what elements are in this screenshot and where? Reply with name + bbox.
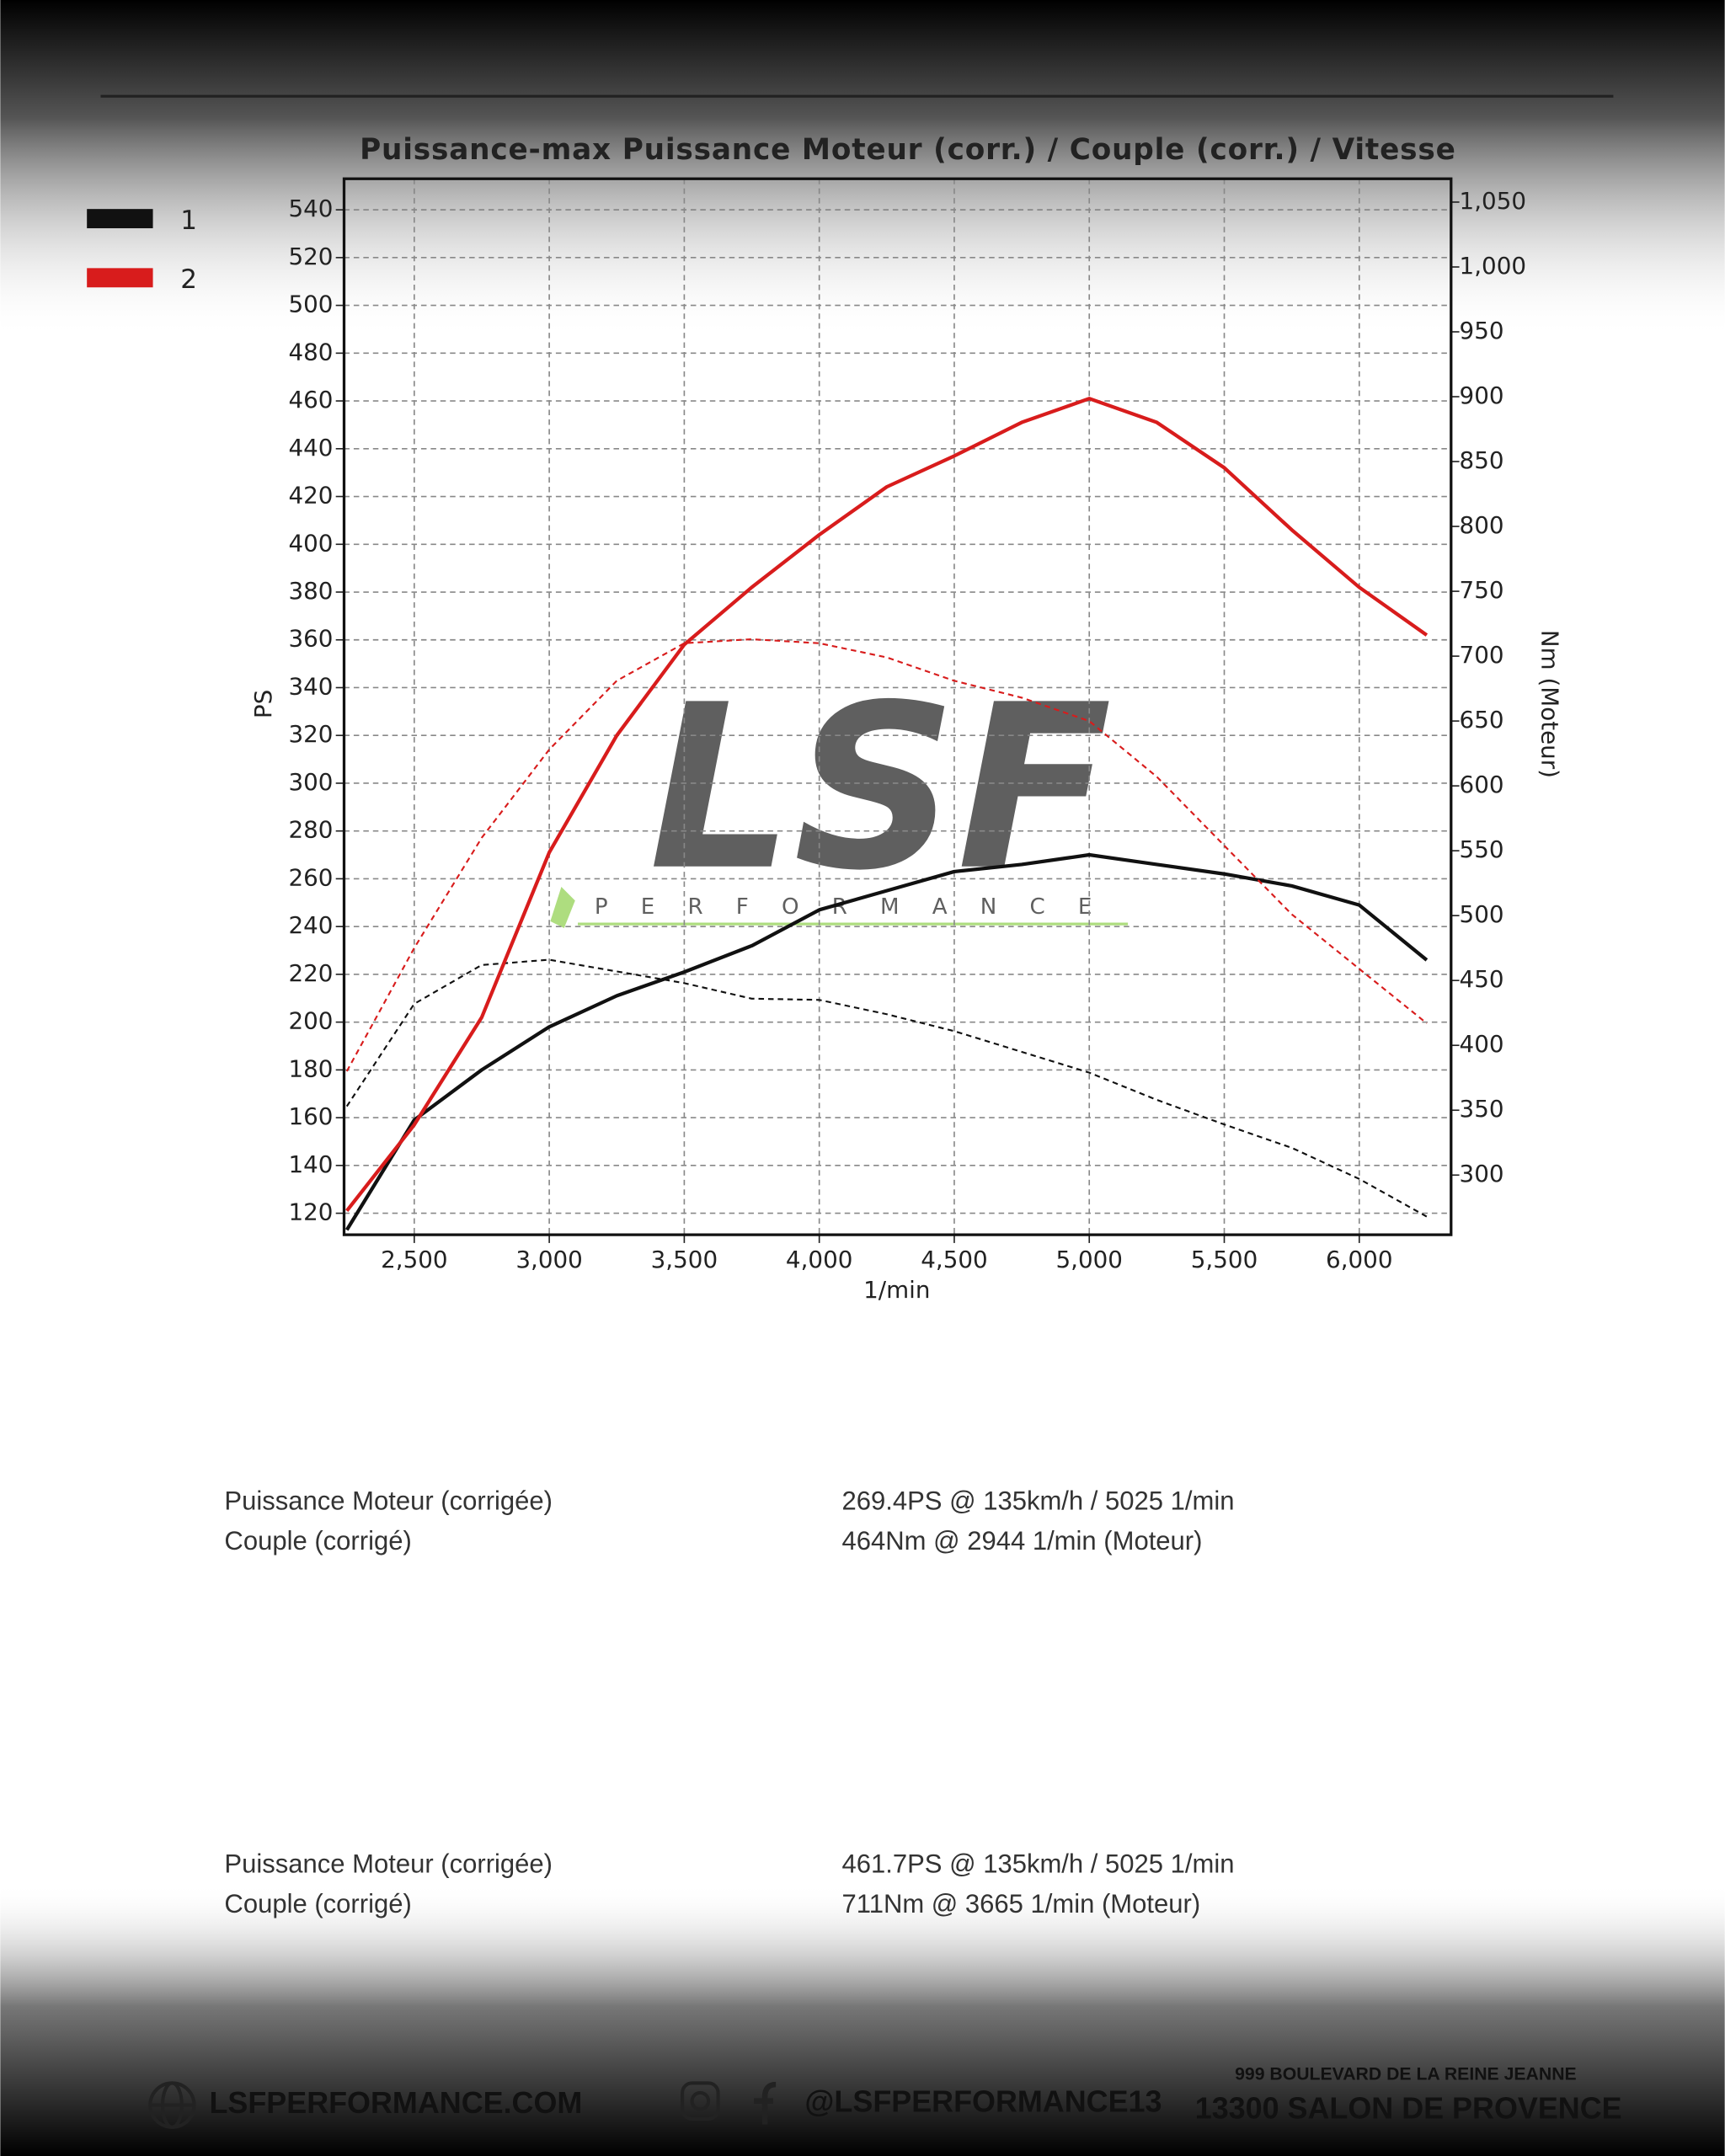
power-line: [345, 397, 1429, 1213]
y2-tick-label: 600: [1460, 771, 1504, 798]
y2-axis-label: Nm (Moteur): [1536, 630, 1564, 778]
watermark-leaf: [550, 887, 575, 929]
power-line: [344, 852, 1429, 1231]
footer-website: LSFPERFORMANCE.COM: [209, 2085, 582, 2120]
y-tick-label: 460: [288, 386, 333, 414]
footer-social: @LSFPERFORMANCE13: [804, 2084, 1162, 2118]
result-label: Couple (corrigé): [224, 1526, 411, 1556]
y-tick-label: 140: [288, 1150, 333, 1178]
y-tick-label: 300: [288, 768, 333, 796]
y2-tick-label: 1,000: [1460, 252, 1526, 280]
x-tick-label: 4,500: [921, 1246, 987, 1273]
result-value: 711Nm @ 3665 1/min (Moteur): [842, 1889, 1201, 1919]
y-tick-label: 260: [288, 863, 333, 891]
instagram-icon: [681, 2081, 720, 2121]
result-label: Couple (corrigé): [224, 1889, 411, 1919]
legend-swatch: [87, 209, 153, 229]
legend-swatch: [87, 268, 153, 288]
y-tick-label: 220: [288, 959, 333, 987]
result-label: Puissance Moteur (corrigée): [224, 1849, 553, 1879]
chart-title: Puissance-max Puissance Moteur (corr.) /…: [360, 133, 1456, 167]
legend-label: 2: [180, 264, 197, 295]
y2-tick-label: 800: [1460, 511, 1504, 539]
y-tick-label: 440: [288, 434, 333, 462]
watermark: LSF PERFORMANCE: [550, 656, 1129, 929]
result-value: 461.7PS @ 135km/h / 5025 1/min: [842, 1849, 1235, 1879]
y2-tick-label: 900: [1460, 382, 1504, 409]
y2-tick-label: 350: [1460, 1095, 1504, 1123]
y-tick-label: 360: [288, 625, 333, 653]
watermark-subtitle: PERFORMANCE: [595, 894, 1125, 920]
y2-tick-label: 300: [1460, 1160, 1504, 1187]
y-tick-label: 420: [288, 482, 333, 510]
instagram-icon-lens: [690, 2090, 711, 2111]
x-tick-label: 6,000: [1326, 1246, 1392, 1273]
torque-line: [345, 638, 1428, 1072]
y-tick-label: 180: [288, 1054, 333, 1082]
plot: 120 140 160 180 200 220 240 260 280 300 320 340 360 3…: [288, 177, 1526, 1273]
y-tick-label: 380: [288, 577, 333, 605]
watermark-logo: LSF: [649, 656, 1112, 921]
result-label: Puissance Moteur (corrigée): [224, 1486, 553, 1516]
y-tick-label: 340: [288, 672, 333, 700]
top-shade: [0, 0, 1725, 337]
y2-tick-label: 850: [1460, 446, 1504, 474]
legend-label: 1: [180, 205, 197, 236]
y2-tick-label: 750: [1460, 576, 1504, 604]
y-tick-label: 480: [288, 338, 333, 366]
y2-tick-label: 1,050: [1460, 187, 1526, 215]
x-tick-label: 5,500: [1191, 1246, 1258, 1273]
x-axis-label: 1/min: [863, 1276, 930, 1304]
y-tick-label: 500: [288, 291, 333, 318]
y-tick-label: 160: [288, 1102, 333, 1130]
torque-line: [345, 958, 1428, 1218]
x-tick-label: 5,000: [1056, 1246, 1123, 1273]
result-value: 269.4PS @ 135km/h / 5025 1/min: [842, 1486, 1235, 1516]
x-tick-label: 2,500: [381, 1246, 447, 1273]
y2-tick-label: 950: [1460, 317, 1504, 344]
y-tick-label: 400: [288, 529, 333, 557]
bottom-shade: [0, 1883, 1725, 2156]
y2-tick-label: 650: [1460, 706, 1504, 734]
x-tick-label: 3,000: [515, 1246, 582, 1273]
y2-tick-label: 500: [1460, 900, 1504, 928]
y-tick-label: 240: [288, 911, 333, 939]
footer-address: 999 BOULEVARD DE LA REINE JEANNE: [1235, 2064, 1577, 2084]
y-tick-label: 520: [288, 243, 333, 270]
x-tick-label: 3,500: [651, 1246, 718, 1273]
y-tick-label: 120: [288, 1198, 333, 1226]
facebook-icon: [754, 2081, 777, 2125]
y2-tick-label: 700: [1460, 641, 1504, 669]
result-value: 464Nm @ 2944 1/min (Moteur): [842, 1526, 1203, 1556]
y2-tick-label: 400: [1460, 1030, 1504, 1058]
y-tick-label: 320: [288, 720, 333, 748]
footer-city: 13300 SALON DE PROVENCE: [1195, 2091, 1622, 2126]
y2-tick-label: 550: [1460, 835, 1504, 863]
plot-frame: [342, 177, 1453, 1236]
y-tick-label: 200: [288, 1007, 333, 1035]
y-tick-label: 540: [288, 195, 333, 222]
y-tick-label: 280: [288, 816, 333, 844]
y2-tick-label: 450: [1460, 965, 1504, 993]
footer-icons: [148, 2081, 777, 2129]
y-axis-label: PS: [249, 690, 277, 718]
x-tick-label: 4,000: [786, 1246, 852, 1273]
